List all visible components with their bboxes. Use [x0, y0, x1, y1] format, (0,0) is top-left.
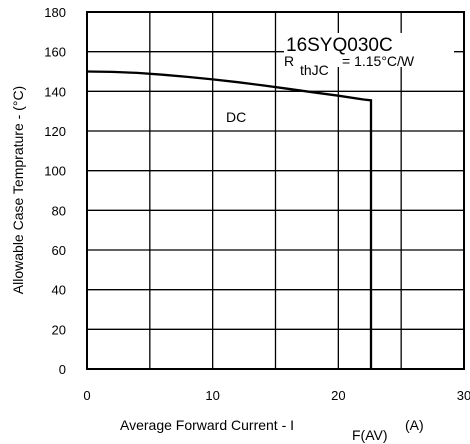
y-tick-label: 160 [44, 45, 66, 60]
curve-label-dc: DC [226, 109, 246, 125]
y-tick-label: 120 [44, 124, 66, 139]
y-tick-label: 20 [52, 322, 66, 337]
y-axis-label: Allowable Case Temprature - (°C) [10, 86, 26, 294]
thermal-resistance-subscript: thJC [300, 62, 329, 78]
x-tick-label: 10 [205, 388, 219, 403]
y-tick-label: 40 [52, 283, 66, 298]
x-axis-label-subscript: F(AV) [352, 427, 388, 443]
y-tick-label: 140 [44, 84, 66, 99]
x-axis-label: Average Forward Current - I [120, 417, 294, 433]
part-number-label: 16SYQ030C [286, 35, 393, 56]
x-axis-label-unit: (A) [405, 417, 424, 433]
series-line-dc [86, 70, 373, 369]
x-tick-label: 30 [457, 388, 470, 403]
y-tick-label: 180 [44, 5, 66, 20]
y-tick-label: 0 [59, 362, 66, 377]
x-tick-label: 0 [83, 388, 90, 403]
series [86, 70, 373, 369]
tick-labels: 0 20 40 60 80 100 120 140 160 180 0 10 20 30 [44, 5, 470, 403]
y-tick-label: 80 [52, 203, 66, 218]
thermal-resistance-symbol: R [284, 53, 294, 69]
y-tick-label: 100 [44, 164, 66, 179]
x-tick-label: 20 [331, 388, 345, 403]
annotation-background [284, 33, 454, 67]
plot-frame [86, 11, 465, 370]
y-tick-label: 60 [52, 243, 66, 258]
grid [87, 12, 464, 369]
thermal-resistance-value: = 1.15°C/W [342, 53, 415, 69]
